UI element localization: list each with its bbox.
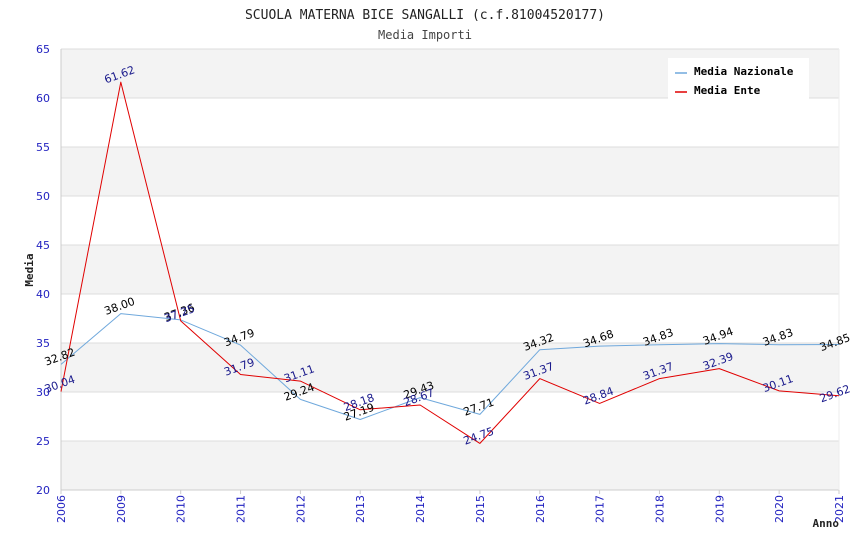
plot-band	[61, 245, 839, 294]
y-tick-label: 20	[36, 484, 50, 497]
legend-box	[668, 58, 809, 102]
y-tick-label: 60	[36, 92, 50, 105]
x-tick-label: 2019	[713, 495, 726, 523]
x-tick-label: 2014	[414, 495, 427, 523]
x-tick-label: 2020	[773, 495, 786, 523]
x-tick-label: 2006	[55, 495, 68, 523]
plot-band	[61, 441, 839, 490]
chart-title: SCUOLA MATERNA BICE SANGALLI (c.f.810045…	[245, 8, 605, 23]
x-tick-label: 2018	[653, 495, 666, 523]
series-line-media-ente	[60, 81, 840, 444]
x-tick-label: 2010	[175, 495, 188, 523]
y-tick-label: 50	[36, 190, 50, 203]
y-tick-labels: 20 25 30 35 40 45 50 55 60 65	[36, 43, 50, 497]
y-tick-label: 65	[36, 43, 50, 56]
x-tick-label: 2012	[294, 495, 307, 523]
x-tick-label: 2013	[354, 495, 367, 523]
x-tick-label: 2016	[534, 495, 547, 523]
plot-band	[61, 343, 839, 392]
x-tick-label: 2009	[115, 495, 128, 523]
x-tick-labels: 2006 2009 2010 2011 2012 2013 2014 2015 2016 2017…	[55, 495, 846, 523]
legend-label-media-nazionale: Media Nazionale	[694, 65, 794, 78]
y-tick-label: 25	[36, 435, 50, 448]
plot-band	[61, 147, 839, 196]
series-lines	[60, 81, 840, 444]
y-tick-label: 35	[36, 337, 50, 350]
y-tick-label: 30	[36, 386, 50, 399]
y-tick-label: 40	[36, 288, 50, 301]
x-tick-label: 2011	[235, 495, 248, 523]
series-line-media-nazionale	[60, 313, 840, 420]
chart-subtitle: Media Importi	[378, 28, 472, 42]
x-tick-label: 2017	[594, 495, 607, 523]
legend-label-media-ente: Media Ente	[694, 84, 761, 97]
y-axis-label: Media	[23, 253, 36, 286]
x-tick-label: 2015	[474, 495, 487, 523]
y-tick-label: 55	[36, 141, 50, 154]
x-axis-label: Anno	[813, 517, 840, 530]
y-tick-label: 45	[36, 239, 50, 252]
axes	[60, 49, 840, 494]
x-tick-label: 2021	[833, 495, 846, 523]
legend: Media Nazionale Media Ente	[668, 58, 809, 102]
